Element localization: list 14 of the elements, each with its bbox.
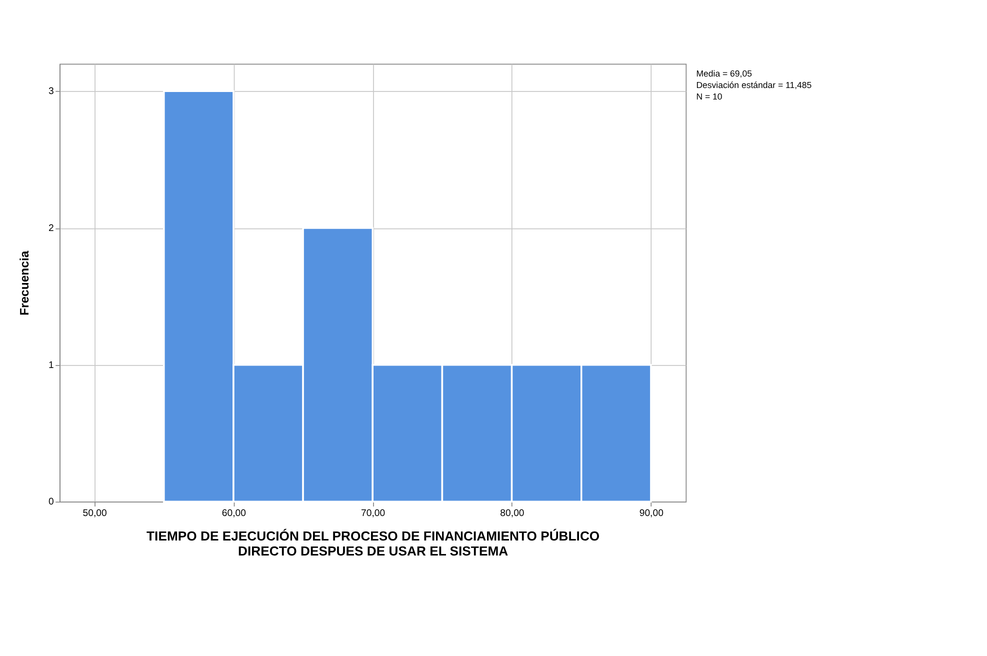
y-tick-label: 2	[48, 223, 54, 234]
y-axis-title: Frecuencia	[17, 250, 32, 316]
y-tick-label: 3	[48, 86, 54, 98]
text: N = 10	[696, 91, 722, 102]
y-tick-label: 1	[48, 360, 54, 371]
x-tick-label: 80,00	[500, 508, 524, 520]
x-tick-label: 90,00	[639, 508, 664, 520]
x-tick-label: 50,00	[82, 508, 107, 520]
y-tick-label: 0	[48, 496, 54, 508]
text: Desviación estándar = 11,485	[696, 80, 812, 90]
x-tick-label: 60,00	[222, 508, 246, 520]
x-tick-label: 70,00	[361, 508, 386, 520]
x-axis-title: TIEMPO DE EJECUCIÓN DEL PROCESO DE FINANCIAMIENTO PÚBLICO DIRECTO DESPUES DE USAR EL SISTEMA	[146, 528, 600, 559]
text: Media = 69,05	[696, 68, 752, 78]
